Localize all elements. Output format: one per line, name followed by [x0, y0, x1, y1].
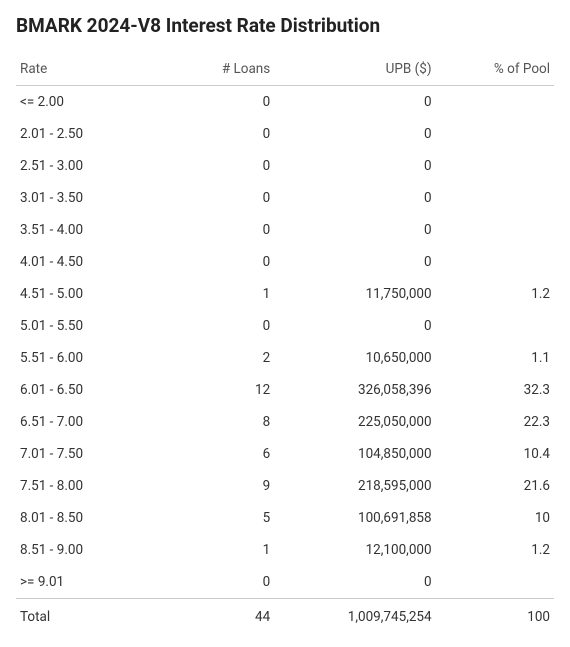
table-cell: 12,100,000 [274, 534, 435, 566]
table-cell: 32.3 [436, 374, 554, 406]
table-cell: 0 [274, 118, 435, 150]
footer-label: Total [16, 599, 167, 634]
table-cell: 10.4 [436, 438, 554, 470]
table-row: 2.51 - 3.0000 [16, 150, 554, 182]
col-header-upb: UPB ($) [274, 53, 435, 86]
table-row: 5.01 - 5.5000 [16, 310, 554, 342]
table-cell: 3.51 - 4.00 [16, 214, 167, 246]
table-cell [436, 182, 554, 214]
footer-loans: 44 [167, 599, 275, 634]
table-cell: 12 [167, 374, 275, 406]
table-cell: 9 [167, 470, 275, 502]
table-cell: 0 [274, 86, 435, 119]
table-cell: 225,050,000 [274, 406, 435, 438]
table-row: 7.51 - 8.009218,595,00021.6 [16, 470, 554, 502]
table-cell [436, 214, 554, 246]
table-cell: 4.01 - 4.50 [16, 246, 167, 278]
table-cell: 7.01 - 7.50 [16, 438, 167, 470]
table-cell: 0 [167, 182, 275, 214]
table-cell: 104,850,000 [274, 438, 435, 470]
table-cell: 6 [167, 438, 275, 470]
table-cell: 7.51 - 8.00 [16, 470, 167, 502]
table-row: 4.51 - 5.00111,750,0001.2 [16, 278, 554, 310]
table-cell: 10,650,000 [274, 342, 435, 374]
table-row: 6.51 - 7.008225,050,00022.3 [16, 406, 554, 438]
table-cell: 0 [274, 182, 435, 214]
table-row: 7.01 - 7.506104,850,00010.4 [16, 438, 554, 470]
distribution-table: Rate # Loans UPB ($) % of Pool <= 2.0000… [16, 53, 554, 633]
table-footer-row: Total 44 1,009,745,254 100 [16, 599, 554, 634]
col-header-loans: # Loans [167, 53, 275, 86]
table-header-row: Rate # Loans UPB ($) % of Pool [16, 53, 554, 86]
table-row: 8.51 - 9.00112,100,0001.2 [16, 534, 554, 566]
table-cell: 8 [167, 406, 275, 438]
table-cell: 0 [167, 246, 275, 278]
col-header-rate: Rate [16, 53, 167, 86]
table-cell: 6.51 - 7.00 [16, 406, 167, 438]
table-cell [436, 150, 554, 182]
table-cell: 8.01 - 8.50 [16, 502, 167, 534]
table-row: >= 9.0100 [16, 566, 554, 599]
footer-pct: 100 [436, 599, 554, 634]
table-cell [436, 118, 554, 150]
table-cell: 5 [167, 502, 275, 534]
table-cell: 0 [167, 86, 275, 119]
table-row: 5.51 - 6.00210,650,0001.1 [16, 342, 554, 374]
table-cell: 1.2 [436, 534, 554, 566]
table-cell: 5.01 - 5.50 [16, 310, 167, 342]
table-cell: 326,058,396 [274, 374, 435, 406]
table-cell: 0 [274, 214, 435, 246]
table-cell: 100,691,858 [274, 502, 435, 534]
table-cell: 22.3 [436, 406, 554, 438]
table-cell: 0 [167, 150, 275, 182]
table-cell: 1.2 [436, 278, 554, 310]
table-cell [436, 566, 554, 599]
table-cell: 0 [274, 566, 435, 599]
table-cell: 10 [436, 502, 554, 534]
table-row: 3.01 - 3.5000 [16, 182, 554, 214]
table-row: <= 2.0000 [16, 86, 554, 119]
table-cell: 2.51 - 3.00 [16, 150, 167, 182]
table-row: 8.01 - 8.505100,691,85810 [16, 502, 554, 534]
table-cell: 0 [167, 118, 275, 150]
table-cell [436, 310, 554, 342]
table-cell: 1 [167, 278, 275, 310]
page-title: BMARK 2024-V8 Interest Rate Distribution [16, 14, 554, 37]
table-cell: <= 2.00 [16, 86, 167, 119]
table-cell: 2 [167, 342, 275, 374]
table-cell: 1 [167, 534, 275, 566]
table-cell [436, 246, 554, 278]
table-cell: 1.1 [436, 342, 554, 374]
table-row: 6.01 - 6.5012326,058,39632.3 [16, 374, 554, 406]
table-cell: 8.51 - 9.00 [16, 534, 167, 566]
table-cell: 218,595,000 [274, 470, 435, 502]
table-cell: 2.01 - 2.50 [16, 118, 167, 150]
table-row: 4.01 - 4.5000 [16, 246, 554, 278]
table-cell: 4.51 - 5.00 [16, 278, 167, 310]
table-cell: 5.51 - 6.00 [16, 342, 167, 374]
table-cell: 0 [274, 246, 435, 278]
table-cell [436, 86, 554, 119]
table-cell: 21.6 [436, 470, 554, 502]
table-row: 3.51 - 4.0000 [16, 214, 554, 246]
table-cell: >= 9.01 [16, 566, 167, 599]
table-row: 2.01 - 2.5000 [16, 118, 554, 150]
footer-upb: 1,009,745,254 [274, 599, 435, 634]
table-cell: 0 [167, 566, 275, 599]
table-cell: 0 [167, 310, 275, 342]
table-cell: 6.01 - 6.50 [16, 374, 167, 406]
table-cell: 3.01 - 3.50 [16, 182, 167, 214]
col-header-pct: % of Pool [436, 53, 554, 86]
table-cell: 0 [274, 150, 435, 182]
table-cell: 0 [274, 310, 435, 342]
table-cell: 11,750,000 [274, 278, 435, 310]
table-cell: 0 [167, 214, 275, 246]
